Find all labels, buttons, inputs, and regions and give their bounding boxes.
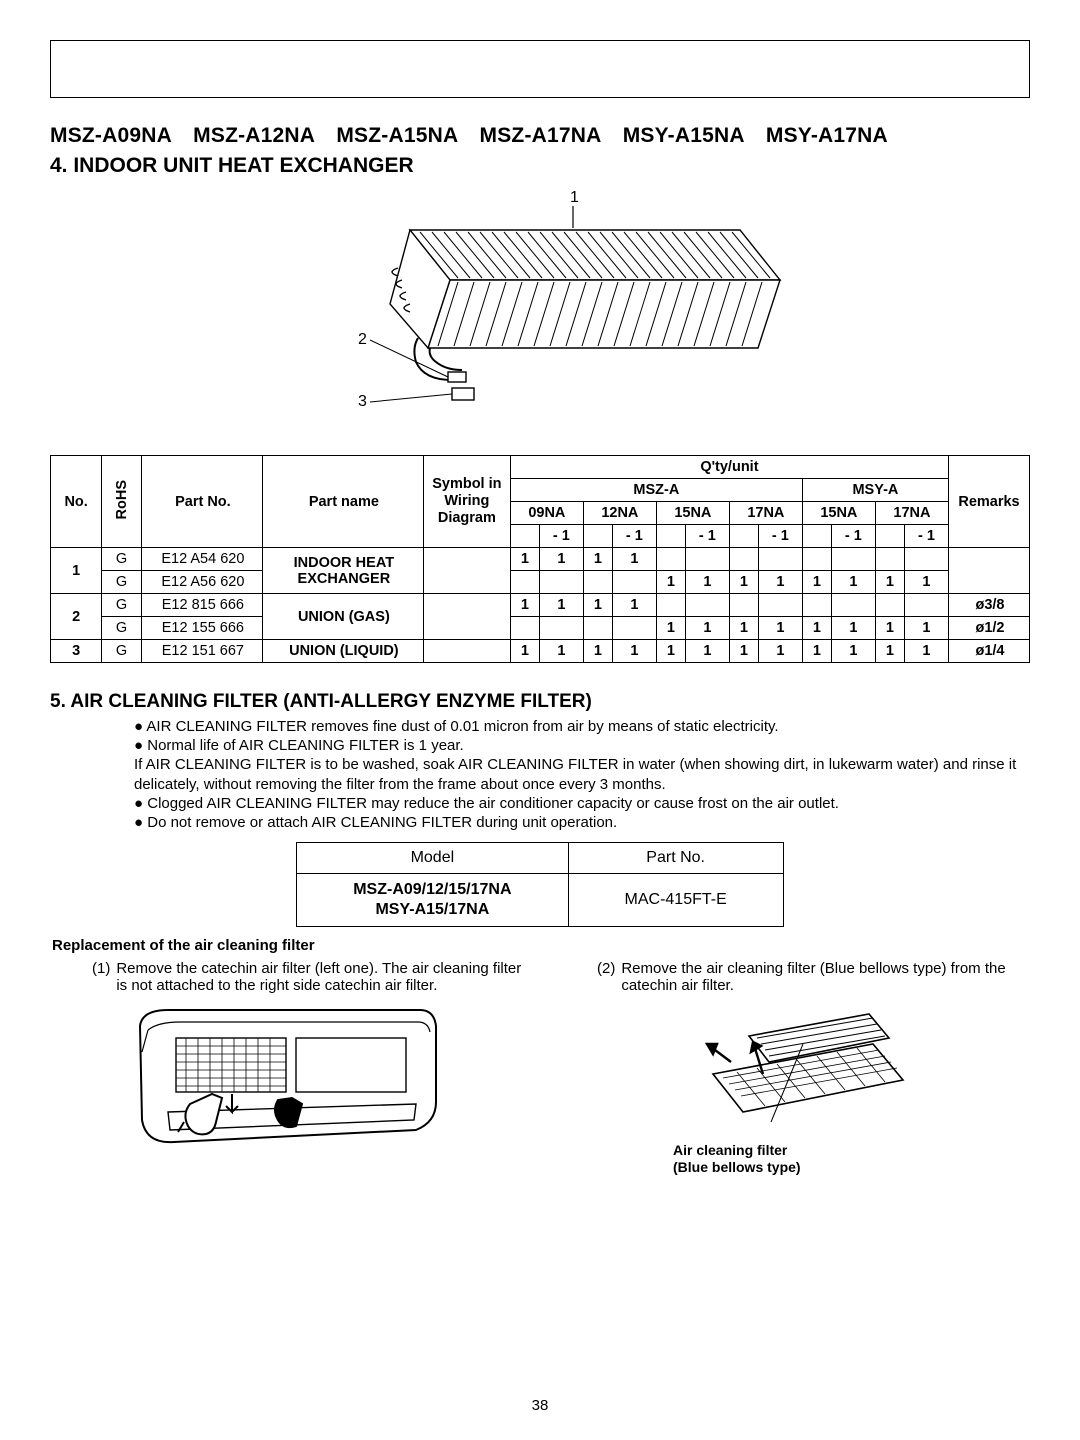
table-row: G E12 A56 620 11 11 11 11 [51, 571, 1030, 594]
th-no: No. [51, 456, 102, 548]
th-sub: - 1 [539, 525, 583, 548]
th-partno: Part No. [141, 456, 262, 548]
th-msz-a: MSZ-A [510, 479, 802, 502]
filter-pn: MAC-415FT-E [568, 874, 783, 927]
callout-3: 3 [358, 393, 367, 410]
model-list: MSZ-A09NA MSZ-A12NA MSZ-A15NA MSZ-A17NA … [50, 124, 1030, 148]
th-17na: 17NA [729, 502, 802, 525]
callout-2: 2 [358, 331, 367, 348]
section-4-title: 4. INDOOR UNIT HEAT EXCHANGER [50, 154, 1030, 178]
th-msy-a: MSY-A [802, 479, 948, 502]
bullet-item: Clogged AIR CLEANING FILTER may reduce t… [134, 794, 1030, 813]
page: MSZ-A09NA MSZ-A12NA MSZ-A15NA MSZ-A17NA … [0, 0, 1080, 1440]
table-row: 2 G E12 815 666 UNION (GAS) 11 11 ø3/8 [51, 594, 1030, 617]
filter-table: Model Part No. MSZ-A09/12/15/17NA MSY-A1… [296, 842, 784, 927]
th-msy15na: 15NA [802, 502, 875, 525]
th-partname: Part name [262, 456, 423, 548]
th-rohs: RoHS [102, 456, 142, 548]
table-row: G E12 155 666 11 11 11 11 ø1/2 [51, 617, 1030, 640]
page-number: 38 [0, 1397, 1080, 1414]
th-15na: 15NA [656, 502, 729, 525]
th-12na: 12NA [583, 502, 656, 525]
step-2: (2) Remove the air cleaning filter (Blue… [597, 960, 1030, 994]
replacement-steps: (1) Remove the catechin air filter (left… [50, 960, 1030, 1176]
bullet-item: Normal life of AIR CLEANING FILTER is 1 … [134, 736, 1030, 794]
bullet-item: Do not remove or attach AIR CLEANING FIL… [134, 813, 1030, 832]
bullet-list: AIR CLEANING FILTER removes fine dust of… [50, 717, 1030, 832]
parts-table: No. RoHS Part No. Part name Symbol in Wi… [50, 455, 1030, 663]
heat-exchanger-diagram: 1 [50, 188, 1030, 433]
top-band [50, 40, 1030, 98]
filter-model: MSZ-A09/12/15/17NA MSY-A15/17NA [297, 874, 568, 927]
section-5-title: 5. AIR CLEANING FILTER (ANTI-ALLERGY ENZ… [50, 691, 1030, 713]
bullet-item: AIR CLEANING FILTER removes fine dust of… [134, 717, 1030, 736]
th-msy17na: 17NA [875, 502, 948, 525]
figure-filter: Air cleaning filter (Blue bellows type) [555, 1004, 1030, 1176]
figure-unit [50, 1004, 525, 1163]
replace-title: Replacement of the air cleaning filter [52, 937, 1030, 954]
th-remarks: Remarks [949, 456, 1030, 548]
step-1: (1) Remove the catechin air filter (left… [92, 960, 525, 994]
filter-th-model: Model [297, 843, 568, 874]
th-symbol: Symbol in Wiring Diagram [423, 456, 510, 548]
callout-1: 1 [570, 189, 579, 206]
th-qty: Q'ty/unit [510, 456, 948, 479]
table-row: 3 G E12 151 667 UNION (LIQUID) 11 11 11 … [51, 640, 1030, 663]
th-09na: 09NA [510, 502, 583, 525]
table-row: 1 G E12 A54 620 INDOOR HEATEXCHANGER 11 … [51, 548, 1030, 571]
filter-th-pn: Part No. [568, 843, 783, 874]
figure-caption: Air cleaning filter (Blue bellows type) [673, 1142, 1030, 1176]
